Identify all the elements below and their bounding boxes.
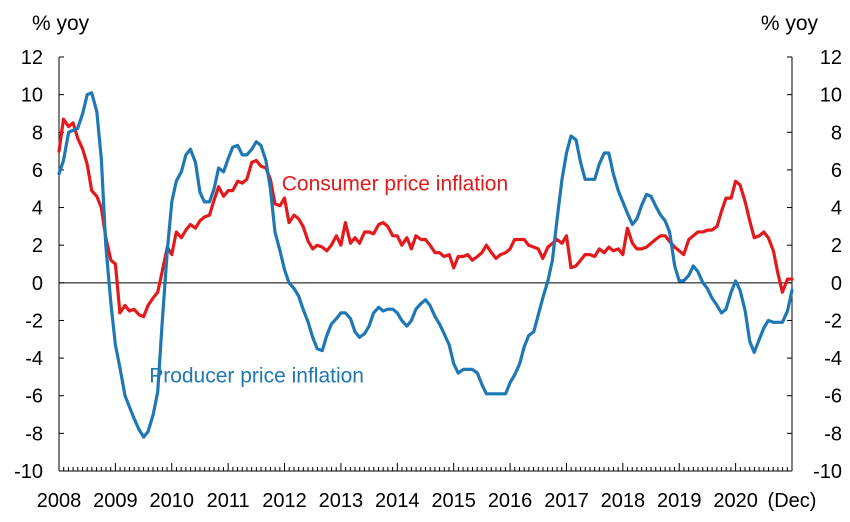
x-tick-label: (Dec) bbox=[768, 490, 817, 512]
series-line bbox=[57, 91, 794, 439]
right-y-tick-label: -4 bbox=[824, 348, 842, 370]
left-y-tick-label: 0 bbox=[32, 273, 43, 295]
right-y-tick-label: 0 bbox=[831, 273, 842, 295]
right-y-axis: -10 -8 -6 -4 -2 0 2 4 6 8 10 12 bbox=[787, 47, 842, 483]
right-y-tick-label: 2 bbox=[831, 235, 842, 257]
x-axis: 2008 2009 2010 2011 2012 2013 2014 2015 2016 2017… bbox=[37, 463, 817, 512]
x-tick-label: 2013 bbox=[319, 490, 364, 512]
left-y-tick-label: 4 bbox=[32, 198, 43, 220]
x-tick-label: 2017 bbox=[544, 490, 589, 512]
right-y-tick-label: -6 bbox=[824, 386, 842, 408]
right-y-tick-label: 12 bbox=[820, 47, 842, 69]
plot-frame bbox=[58, 57, 793, 472]
left-y-tick-label: 6 bbox=[32, 160, 43, 182]
x-tick-label: 2014 bbox=[375, 490, 420, 512]
x-tick-label: 2016 bbox=[488, 490, 533, 512]
right-y-tick-label: 6 bbox=[831, 160, 842, 182]
left-y-tick-label: -2 bbox=[25, 310, 43, 332]
x-tick-label: 2015 bbox=[431, 490, 476, 512]
left-y-tick-label: -8 bbox=[25, 423, 43, 445]
x-tick-label: 2018 bbox=[601, 490, 646, 512]
left-y-tick-label: 8 bbox=[32, 122, 43, 144]
left-y-tick-label: 10 bbox=[21, 85, 43, 107]
x-tick-label: 2019 bbox=[657, 490, 702, 512]
left-y-tick-label: -4 bbox=[25, 348, 43, 370]
series-annotation: Consumer price inflation bbox=[282, 173, 508, 196]
left-y-tick-label: -6 bbox=[25, 386, 43, 408]
annotations: Consumer price inflation Producer price i… bbox=[149, 173, 508, 388]
right-y-tick-label: -10 bbox=[813, 461, 842, 483]
x-tick-label: 2009 bbox=[93, 490, 138, 512]
x-tick-label: 2020 bbox=[713, 490, 758, 512]
right-y-tick-label: 4 bbox=[831, 198, 842, 220]
x-tick-label: 2011 bbox=[207, 490, 250, 512]
series-annotation: Producer price inflation bbox=[149, 365, 364, 388]
x-tick-label: 2010 bbox=[150, 490, 195, 512]
right-y-tick-label: 10 bbox=[820, 85, 842, 107]
left-y-tick-label: 12 bbox=[21, 47, 43, 69]
left-unit-label: % yoy bbox=[32, 12, 90, 35]
right-y-tick-label: 8 bbox=[831, 122, 842, 144]
right-y-tick-label: -2 bbox=[824, 310, 842, 332]
x-tick-label: 2008 bbox=[37, 490, 82, 512]
left-y-tick-label: -10 bbox=[14, 461, 43, 483]
right-y-tick-label: -8 bbox=[824, 423, 842, 445]
left-y-axis: -10 -8 -6 -4 -2 0 2 4 6 8 10 12 bbox=[14, 47, 64, 483]
series-group bbox=[57, 91, 794, 439]
left-y-tick-label: 2 bbox=[32, 235, 43, 257]
x-tick-label: 2012 bbox=[262, 490, 307, 512]
right-unit-label: % yoy bbox=[761, 12, 819, 35]
